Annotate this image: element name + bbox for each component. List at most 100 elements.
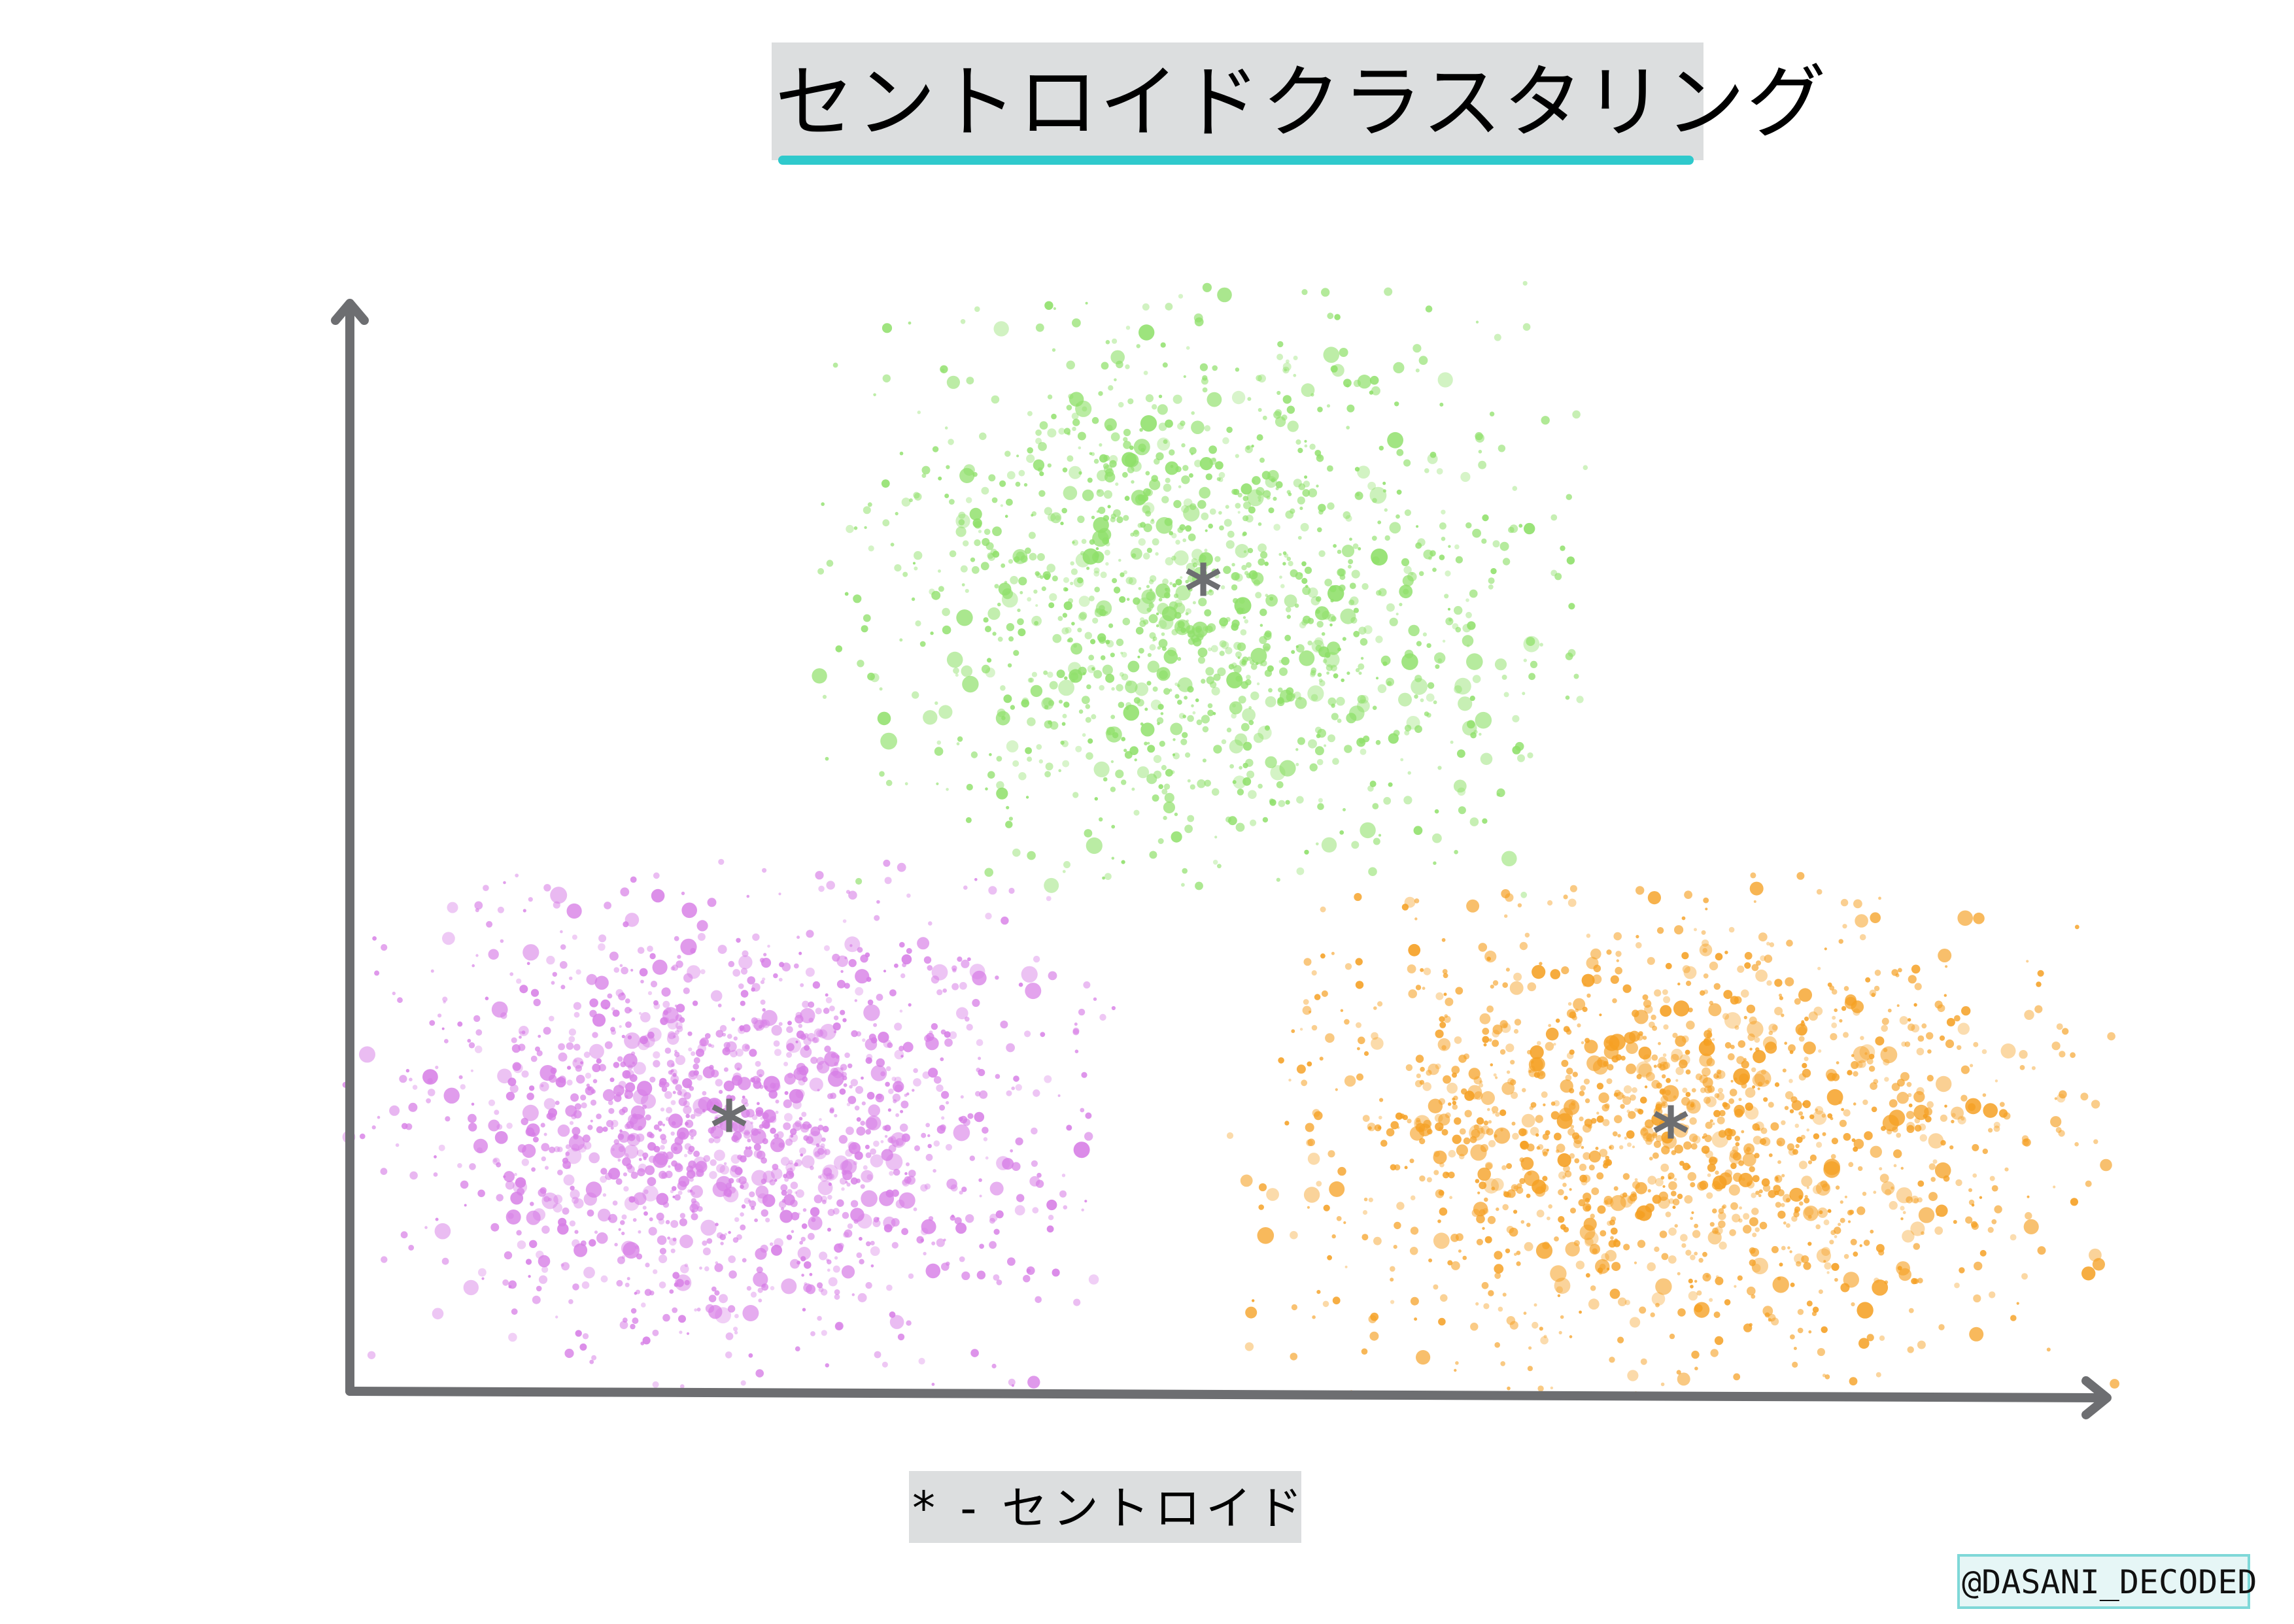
data-point: [1853, 1046, 1870, 1063]
data-point: [625, 1007, 632, 1014]
data-point: [1496, 792, 1501, 797]
data-point: [1297, 496, 1305, 505]
data-point: [1545, 1041, 1554, 1051]
data-point: [1866, 1334, 1874, 1342]
data-point: [1258, 408, 1262, 412]
data-point: [1869, 989, 1877, 997]
data-point: [1184, 824, 1193, 834]
data-point: [1134, 758, 1137, 762]
data-point: [1432, 833, 1442, 843]
data-point: [469, 1163, 476, 1170]
data-point: [884, 877, 892, 885]
data-point: [1008, 1378, 1016, 1386]
data-point: [812, 1037, 818, 1043]
data-point: [1789, 1187, 1804, 1202]
data-point: [1247, 656, 1252, 661]
data-point: [1082, 672, 1086, 675]
data-point: [679, 1234, 693, 1249]
data-point: [2016, 1302, 2019, 1305]
data-point: [1424, 468, 1429, 473]
data-point: [1115, 770, 1124, 779]
data-point: [1681, 1243, 1686, 1248]
data-point: [583, 1051, 591, 1058]
data-point: [1218, 511, 1222, 515]
data-point: [728, 1270, 737, 1279]
data-point: [1579, 1116, 1584, 1121]
data-point: [817, 1089, 820, 1092]
data-point: [1231, 488, 1238, 495]
data-point: [1663, 1024, 1669, 1030]
data-point: [751, 1017, 759, 1024]
data-point: [933, 1169, 936, 1173]
data-point: [612, 1009, 620, 1017]
data-point: [1408, 989, 1417, 998]
data-point: [1781, 1203, 1785, 1208]
data-point: [1790, 1282, 1795, 1287]
data-point: [789, 1172, 795, 1177]
data-point: [1938, 1324, 1945, 1330]
data-point: [1738, 1172, 1753, 1187]
data-point: [1691, 1350, 1700, 1359]
data-point: [913, 1078, 921, 1087]
data-point: [784, 1091, 789, 1095]
data-point: [1225, 816, 1232, 823]
data-point: [800, 983, 804, 987]
data-point: [870, 1240, 875, 1245]
data-point: [801, 1223, 808, 1229]
data-point: [1327, 502, 1335, 510]
data-point: [1026, 454, 1035, 464]
data-point: [389, 1105, 400, 1116]
data-point: [611, 1029, 617, 1035]
data-point: [1042, 571, 1052, 579]
data-point: [557, 1125, 570, 1137]
data-point: [1291, 1304, 1297, 1311]
data-point: [602, 1193, 607, 1197]
data-point: [1709, 961, 1719, 971]
data-point: [790, 1181, 798, 1189]
data-point: [1036, 553, 1045, 561]
data-point: [882, 1361, 888, 1368]
data-point: [647, 945, 653, 952]
data-point: [441, 1027, 445, 1030]
data-point: [1784, 1106, 1789, 1110]
data-point: [1161, 496, 1169, 503]
data-point: [1103, 777, 1108, 782]
data-point: [1078, 596, 1090, 607]
data-point: [623, 1242, 640, 1259]
data-point: [993, 321, 1009, 337]
data-point: [912, 691, 919, 699]
data-point: [1968, 1103, 1976, 1111]
data-point: [738, 983, 744, 989]
data-point: [1605, 1155, 1610, 1160]
data-point: [1152, 538, 1159, 546]
data-point: [1520, 1141, 1528, 1149]
data-point: [1957, 910, 1973, 926]
data-point: [1588, 1298, 1600, 1310]
data-point: [699, 1266, 702, 1270]
data-point: [1229, 764, 1234, 769]
data-point: [1847, 1070, 1853, 1075]
data-point: [1718, 1208, 1724, 1214]
data-point: [1471, 1128, 1481, 1138]
data-point: [715, 1117, 719, 1120]
data-point: [1688, 1278, 1693, 1283]
data-point: [1652, 1025, 1658, 1031]
data-point: [1400, 758, 1404, 762]
data-point: [677, 1090, 682, 1096]
data-point: [492, 1157, 500, 1165]
data-point: [649, 953, 656, 960]
data-point: [1754, 1037, 1760, 1043]
credit-text: @DASANI_DECODED: [1962, 1563, 2257, 1601]
data-point: [902, 571, 908, 577]
data-point: [560, 985, 566, 990]
data-point: [857, 1293, 867, 1302]
data-point: [1036, 744, 1042, 750]
data-point: [1944, 1104, 1947, 1108]
data-point: [891, 1242, 899, 1249]
data-point: [1263, 643, 1271, 651]
data-point: [1287, 420, 1299, 432]
data-point: [1355, 958, 1363, 966]
data-point: [940, 1029, 946, 1035]
data-point: [703, 1155, 711, 1162]
data-point: [842, 1170, 853, 1181]
